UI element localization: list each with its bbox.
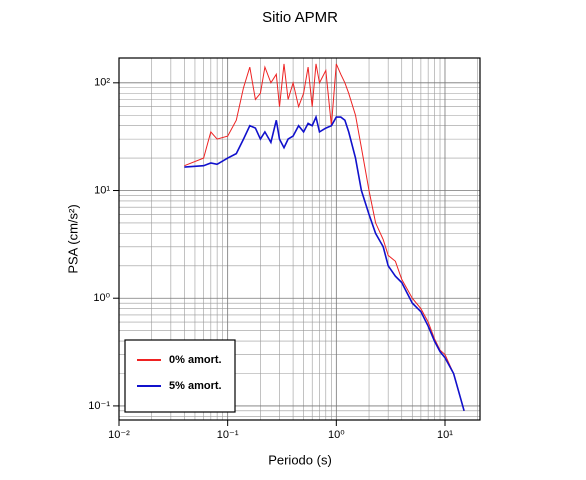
series-line: [184, 114, 465, 412]
y-tick-label: 10⁰: [93, 292, 110, 304]
x-axis-label: Periodo (s): [268, 452, 332, 467]
x-tick-label: 10¹: [437, 429, 453, 441]
x-tick-label: 10⁻²: [108, 429, 130, 441]
legend-label: 5% amort.: [169, 380, 222, 392]
legend-label: 0% amort.: [169, 354, 222, 366]
y-axis-label: PSA (cm/s²): [65, 204, 80, 273]
y-tick-label: 10¹: [94, 184, 110, 196]
x-tick-label: 10⁻¹: [217, 429, 239, 441]
legend-box: [124, 339, 236, 413]
series-line: [184, 63, 465, 411]
plot-frame: [118, 57, 481, 421]
y-tick-label: 10⁻¹: [88, 400, 110, 412]
y-tick-label: 10²: [94, 77, 110, 89]
x-tick-label: 10⁰: [328, 429, 345, 441]
chart-title: Sitio APMR: [262, 9, 338, 26]
